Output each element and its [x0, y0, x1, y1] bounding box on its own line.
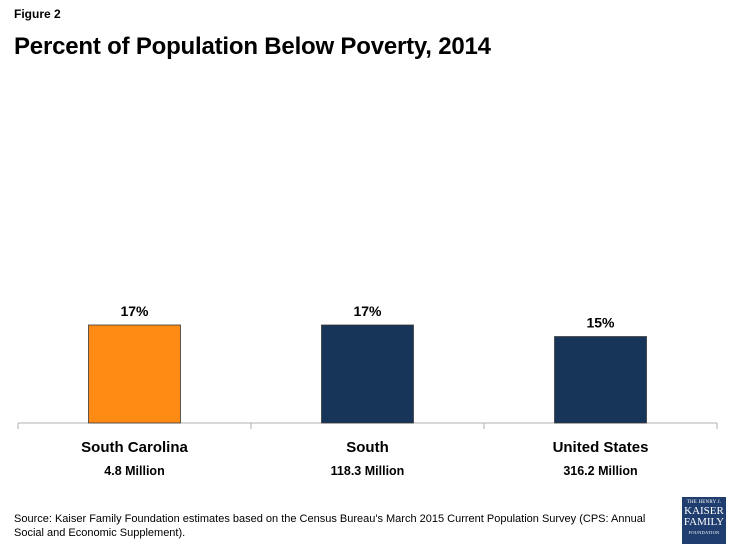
chart-title: Percent of Population Below Poverty, 201…	[14, 33, 491, 60]
logo-line-2: KAISER	[684, 505, 724, 517]
category-sublabel: 316.2 Million	[563, 464, 637, 478]
category-sublabel: 4.8 Million	[104, 464, 164, 478]
category-label: South Carolina	[81, 439, 188, 456]
bar-south-carolina	[88, 324, 181, 424]
data-label: 17%	[120, 303, 149, 319]
logo-line-1: THE HENRY J.	[686, 500, 722, 505]
data-label: 17%	[353, 303, 382, 319]
category-sublabel: 118.3 Million	[331, 464, 405, 478]
source-note: Source: Kaiser Family Foundation estimat…	[14, 513, 646, 539]
figure-label: Figure 2	[14, 7, 61, 21]
bar-south	[321, 324, 414, 424]
logo-line-3: FAMILY	[683, 516, 725, 528]
data-label: 15%	[586, 315, 615, 331]
category-label: United States	[553, 439, 649, 456]
bar-chart: 17% South Carolina 4.8 Million 17% South 118.…	[17, 303, 718, 478]
bar-united-states	[554, 336, 647, 424]
category-label: South	[346, 439, 389, 456]
logo-line-4: FOUNDATION	[688, 530, 720, 535]
kff-logo: THE HENRY J. KAISER FAMILY FOUNDATION	[682, 497, 726, 544]
